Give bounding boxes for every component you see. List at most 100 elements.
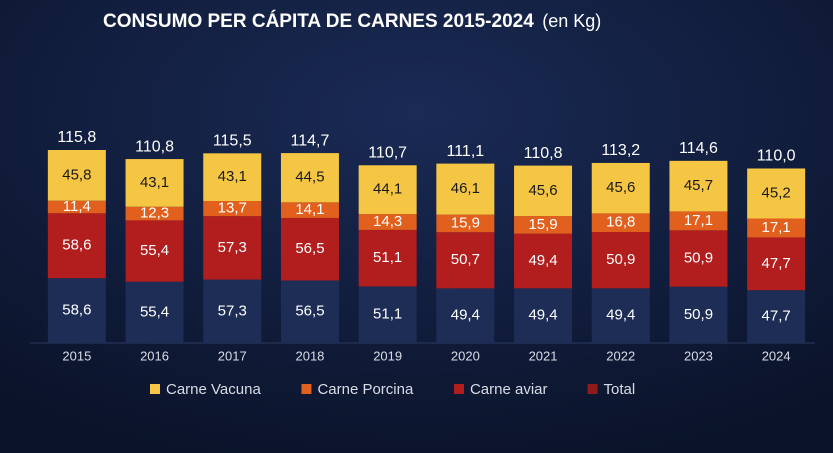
legend-swatch xyxy=(453,384,464,394)
value-label: 57,3 xyxy=(218,239,247,256)
value-label: 15,9 xyxy=(528,216,557,233)
bar-segment xyxy=(125,159,184,207)
bar-segment xyxy=(358,214,417,230)
x-tick-label: 2017 xyxy=(218,348,247,363)
bar-segment xyxy=(436,232,495,289)
value-label: 50,7 xyxy=(451,251,480,268)
total-label: 110,7 xyxy=(368,144,407,161)
value-label: 14,1 xyxy=(295,201,324,218)
x-tick-label: 2023 xyxy=(684,348,713,363)
value-label: 44,1 xyxy=(373,181,402,198)
total-label: 115,8 xyxy=(57,129,96,146)
value-label: 49,4 xyxy=(451,307,480,324)
legend-label: Carne Porcina xyxy=(317,381,414,398)
bar-segment xyxy=(669,230,728,287)
x-tick-label: 2021 xyxy=(529,348,558,363)
bar-segment xyxy=(514,288,573,343)
bar-segment xyxy=(47,213,106,279)
chart-subtitle: (en Kg) xyxy=(542,11,601,31)
value-label: 49,4 xyxy=(606,307,635,324)
bar-segment xyxy=(203,153,262,202)
value-label: 16,8 xyxy=(606,214,635,231)
value-label: 44,5 xyxy=(295,169,324,186)
bar-segment xyxy=(280,202,339,218)
legend-swatch xyxy=(587,384,598,394)
bar-segment xyxy=(591,213,650,233)
value-label: 14,3 xyxy=(373,213,402,230)
total-label: 110,0 xyxy=(757,148,796,165)
bar-segment xyxy=(47,150,106,201)
bar-segment xyxy=(591,232,650,289)
bar-segment xyxy=(747,290,806,343)
bar-segment xyxy=(358,229,417,287)
value-label: 49,4 xyxy=(528,307,557,324)
value-label: 57,3 xyxy=(218,302,247,319)
value-label: 50,9 xyxy=(606,251,635,268)
value-label: 47,7 xyxy=(762,255,791,272)
bar-segment xyxy=(47,200,106,214)
legend-label: Carne Vacuna xyxy=(166,381,261,398)
total-label: 110,8 xyxy=(135,138,174,155)
bar-segment xyxy=(125,206,184,221)
x-tick-label: 2020 xyxy=(451,348,480,363)
value-label: 45,8 xyxy=(62,166,91,183)
bar-segment xyxy=(747,237,806,291)
value-label: 17,1 xyxy=(762,219,791,236)
value-label: 58,6 xyxy=(62,237,91,254)
legend-label: Carne aviar xyxy=(470,381,548,398)
value-label: 56,5 xyxy=(295,303,324,320)
x-tick-label: 2018 xyxy=(295,348,324,363)
x-tick-label: 2016 xyxy=(140,348,169,363)
bar-segment xyxy=(747,168,806,219)
bar-segment xyxy=(280,280,339,343)
value-label: 51,1 xyxy=(373,249,402,266)
value-label: 45,7 xyxy=(684,177,713,194)
total-label: 114,6 xyxy=(679,140,718,157)
bar-segment xyxy=(514,216,573,234)
value-label: 17,1 xyxy=(684,212,713,229)
value-label: 58,6 xyxy=(62,302,91,319)
value-label: 47,7 xyxy=(762,308,791,325)
bar-segment xyxy=(280,153,339,203)
chart-title: CONSUMO PER CÁPITA DE CARNES 2015-2024 xyxy=(103,10,534,32)
bar-segment xyxy=(591,162,650,214)
bar-segment xyxy=(47,278,106,343)
legend-label: Total xyxy=(604,381,636,398)
value-label: 45,6 xyxy=(528,182,557,199)
bar-segment xyxy=(203,216,262,280)
bar-segment xyxy=(514,165,573,217)
x-tick-label: 2015 xyxy=(62,348,91,363)
value-label: 55,4 xyxy=(140,303,169,320)
bar-segment xyxy=(203,279,262,343)
bar-segment xyxy=(358,165,417,215)
total-label: 115,5 xyxy=(213,133,252,150)
bar-segment xyxy=(669,160,728,212)
value-label: 51,1 xyxy=(373,306,402,323)
bar-segment xyxy=(436,214,495,233)
legend-swatch xyxy=(150,384,160,394)
bar-segment xyxy=(436,163,495,215)
value-label: 11,4 xyxy=(63,198,91,215)
bar-segment xyxy=(280,217,339,281)
value-label: 43,1 xyxy=(218,168,247,185)
bar-segment xyxy=(669,211,728,231)
value-label: 56,5 xyxy=(295,240,324,257)
x-tick-label: 2024 xyxy=(762,348,791,363)
value-label: 45,6 xyxy=(606,179,635,196)
bar-segment xyxy=(669,286,728,343)
bar-segment xyxy=(514,233,573,289)
value-label: 50,9 xyxy=(684,249,713,266)
value-label: 43,1 xyxy=(140,174,169,191)
bar-segment xyxy=(125,220,184,282)
bar-segment xyxy=(203,201,262,217)
x-tick-label: 2022 xyxy=(606,348,635,363)
total-label: 111,1 xyxy=(447,143,485,160)
bar-segment xyxy=(747,218,806,238)
value-label: 49,4 xyxy=(528,252,557,269)
value-label: 12,3 xyxy=(140,205,169,222)
total-label: 114,7 xyxy=(291,132,330,149)
bar-segment xyxy=(358,286,417,343)
value-label: 46,1 xyxy=(451,180,480,197)
value-label: 13,7 xyxy=(218,200,247,217)
